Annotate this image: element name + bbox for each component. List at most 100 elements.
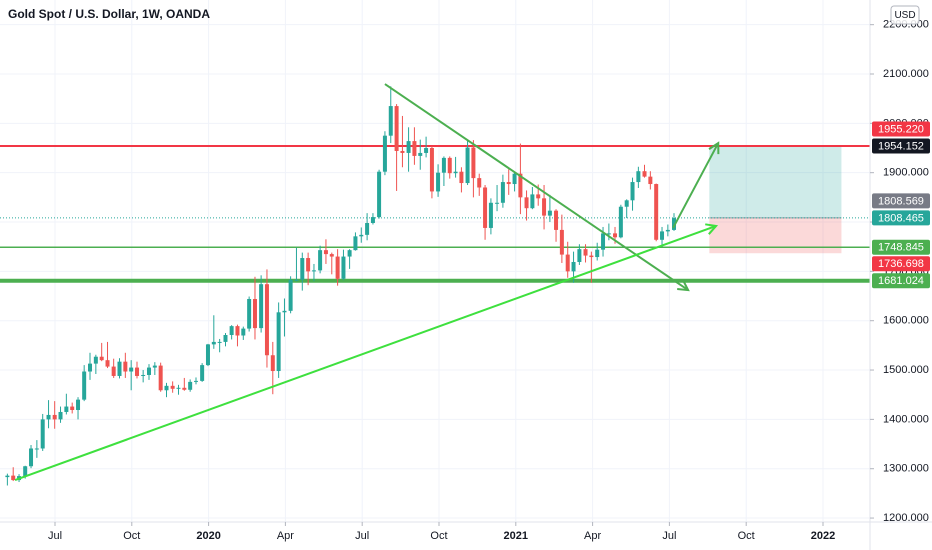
- trend-line: [14, 225, 717, 482]
- candle-body: [329, 254, 334, 257]
- candle-body: [200, 365, 205, 381]
- candle-body: [613, 233, 618, 238]
- price-label: 1808.569: [878, 195, 924, 207]
- price-label-box: [872, 121, 930, 137]
- candle-body: [506, 182, 511, 185]
- candle-body: [58, 411, 63, 420]
- candle-body: [412, 141, 417, 156]
- x-tick-label: Apr: [277, 530, 294, 542]
- candle-body: [170, 385, 175, 389]
- candle-body: [188, 381, 193, 390]
- x-tick-label: 2022: [811, 530, 835, 542]
- candle-body: [636, 171, 641, 183]
- candle-body: [370, 217, 375, 224]
- price-label: 1955.220: [878, 123, 924, 135]
- candle-body: [595, 249, 600, 258]
- arrow-head: [705, 223, 719, 235]
- candle-body: [34, 448, 39, 450]
- candle-body: [512, 173, 517, 185]
- candle-body: [589, 255, 594, 258]
- candle-body: [654, 184, 659, 240]
- candle-body: [536, 194, 541, 199]
- candle-body: [453, 171, 458, 174]
- candle-body: [276, 312, 281, 372]
- arrow-head: [708, 141, 720, 155]
- candle-body: [211, 341, 216, 345]
- y-tick-label: 1500.000: [883, 364, 929, 376]
- currency-label: USD: [894, 10, 915, 21]
- candle-body: [559, 229, 564, 255]
- candle-body: [382, 135, 387, 172]
- candle-body: [618, 206, 623, 238]
- candle-body: [394, 106, 399, 151]
- y-tick-label: 1900.000: [883, 167, 929, 179]
- candle-body: [135, 367, 140, 376]
- candle-body: [205, 344, 210, 366]
- price-label: 1736.698: [878, 258, 924, 270]
- candle-body: [471, 147, 476, 179]
- candle-body: [252, 298, 257, 329]
- candle-body: [64, 406, 69, 412]
- candle-body: [164, 385, 169, 391]
- price-label-box: [872, 138, 930, 154]
- candle-body: [52, 414, 57, 420]
- candle-body: [565, 254, 570, 272]
- candle-body: [117, 361, 122, 376]
- candle-body: [70, 406, 75, 411]
- profit-zone: [709, 145, 842, 218]
- candle-body: [229, 326, 234, 336]
- trend-line: [384, 83, 689, 291]
- candle-body: [259, 284, 264, 329]
- price-label-box: [872, 193, 930, 209]
- y-tick-label: 1400.000: [883, 413, 929, 425]
- x-tick-label: Oct: [430, 530, 447, 542]
- candle-body: [300, 258, 305, 280]
- price-label-box: [872, 273, 930, 289]
- candle-body: [311, 270, 316, 272]
- candle-body: [306, 258, 311, 272]
- candle-body: [29, 448, 34, 467]
- candle-body: [88, 363, 93, 372]
- price-label-box: [872, 256, 930, 272]
- candle-body: [477, 178, 482, 188]
- candle-body: [241, 328, 246, 336]
- x-tick-label: Jul: [662, 530, 676, 542]
- arrow-head: [677, 279, 690, 292]
- candle-body: [270, 355, 275, 372]
- candle-body: [642, 171, 647, 177]
- candle-body: [141, 374, 146, 376]
- candle-body: [93, 356, 98, 364]
- candle-body: [577, 249, 582, 262]
- candle-body: [583, 249, 588, 256]
- candle-body: [447, 157, 452, 174]
- candle-body: [129, 367, 134, 372]
- trend-line: [672, 142, 720, 229]
- price-label: 1748.845: [878, 242, 924, 254]
- candle-body: [182, 387, 187, 390]
- candle-body: [465, 147, 470, 184]
- candle-body: [111, 366, 116, 376]
- price-label: 1954.152: [878, 140, 924, 152]
- candle-body: [264, 284, 269, 356]
- candle-body: [648, 176, 653, 185]
- candle-body: [606, 233, 611, 235]
- candle-body: [294, 279, 299, 281]
- candle-body: [518, 173, 523, 198]
- candle-body: [459, 171, 464, 184]
- candle-body: [323, 250, 328, 255]
- candle-body: [176, 387, 181, 389]
- y-tick-label: 2100.000: [883, 68, 929, 80]
- candle-body: [5, 475, 10, 478]
- candle-body: [46, 414, 51, 420]
- price-label-box: [872, 210, 930, 226]
- y-tick-label: 1200.000: [883, 512, 929, 524]
- x-tick-label: Apr: [584, 530, 601, 542]
- candle-body: [500, 182, 505, 203]
- candle-body: [247, 298, 252, 329]
- candle-body: [630, 182, 635, 201]
- candle-body: [217, 341, 222, 343]
- price-label: 1808.465: [878, 212, 924, 224]
- candle-body: [347, 250, 352, 257]
- x-tick-label: Oct: [123, 530, 140, 542]
